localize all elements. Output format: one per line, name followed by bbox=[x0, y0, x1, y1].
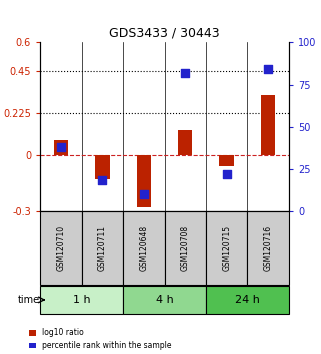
Text: time: time bbox=[18, 295, 40, 305]
Bar bbox=[220, 155, 234, 166]
Legend: log10 ratio, percentile rank within the sample: log10 ratio, percentile rank within the … bbox=[30, 329, 171, 350]
FancyBboxPatch shape bbox=[165, 211, 206, 285]
FancyBboxPatch shape bbox=[247, 211, 289, 285]
Text: GSM120716: GSM120716 bbox=[264, 225, 273, 271]
Point bbox=[224, 171, 229, 177]
FancyBboxPatch shape bbox=[82, 211, 123, 285]
Point bbox=[58, 144, 64, 150]
Text: 4 h: 4 h bbox=[156, 295, 173, 305]
Point bbox=[141, 191, 146, 197]
Title: GDS3433 / 30443: GDS3433 / 30443 bbox=[109, 27, 220, 40]
Point bbox=[100, 178, 105, 183]
FancyBboxPatch shape bbox=[40, 286, 123, 314]
FancyBboxPatch shape bbox=[206, 211, 247, 285]
Bar bbox=[95, 155, 109, 179]
Text: 24 h: 24 h bbox=[235, 295, 260, 305]
Bar bbox=[261, 95, 275, 155]
Point bbox=[265, 67, 271, 72]
Bar bbox=[54, 140, 68, 155]
Text: GSM120648: GSM120648 bbox=[139, 225, 148, 271]
Point bbox=[183, 70, 188, 76]
Text: GSM120715: GSM120715 bbox=[222, 225, 231, 271]
Text: GSM120708: GSM120708 bbox=[181, 225, 190, 271]
FancyBboxPatch shape bbox=[123, 211, 165, 285]
FancyBboxPatch shape bbox=[40, 211, 82, 285]
FancyBboxPatch shape bbox=[123, 286, 206, 314]
Text: GSM120711: GSM120711 bbox=[98, 225, 107, 271]
Bar bbox=[178, 130, 193, 155]
Text: GSM120710: GSM120710 bbox=[56, 225, 65, 271]
Bar bbox=[136, 155, 151, 207]
FancyBboxPatch shape bbox=[206, 286, 289, 314]
Text: 1 h: 1 h bbox=[73, 295, 91, 305]
